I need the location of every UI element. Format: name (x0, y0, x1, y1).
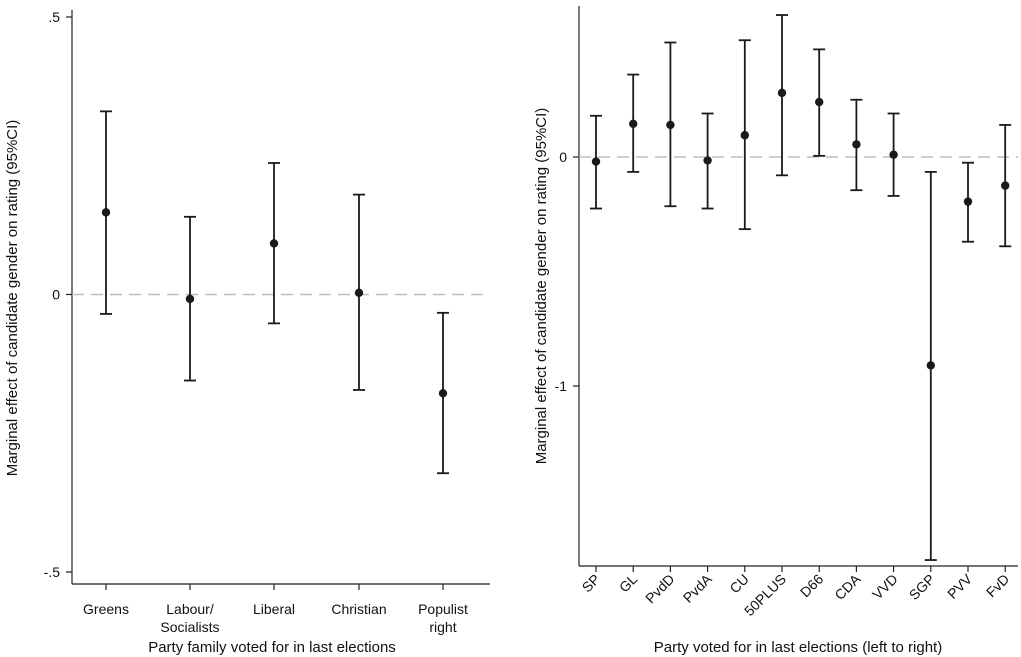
left-estimate-point-0 (101, 208, 111, 217)
right-estimate-point-0 (591, 157, 601, 166)
right-xtick-label-pvv: PVV (944, 570, 976, 602)
right-xtick-label-cda: CDA (831, 570, 864, 603)
left-y-ticks: .5 0 -.5 (44, 9, 72, 580)
right-xtick-label-vvd: VVD (869, 571, 901, 603)
left-xtick-label-populist-line2: right (429, 619, 456, 635)
right-x-axis-title: Party voted for in last elections (left … (654, 639, 942, 656)
left-ytick-label-1: 0 (52, 287, 60, 303)
left-ytick-label-0: .5 (48, 9, 60, 25)
left-estimate-point-4 (438, 389, 448, 398)
left-y-axis-title: Marginal effect of candidate gender on r… (4, 120, 21, 477)
left-xtick-label-populist-line1: Populist (418, 601, 468, 617)
right-estimate-point-9 (926, 361, 935, 370)
right-estimate-point-3 (703, 156, 712, 165)
left-estimate-point-1 (185, 294, 195, 304)
right-ytick-label-0: 0 (559, 149, 567, 165)
right-estimate-point-6 (815, 97, 824, 107)
left-xtick-label-labour-line2: Socialists (160, 619, 219, 635)
left-x-axis-title: Party family voted for in last elections (148, 639, 396, 656)
right-xtick-label-pvdd: PvdD (642, 571, 678, 607)
right-xtick-label-50plus: 50PLUS (741, 571, 789, 619)
right-estimate-point-5 (777, 88, 787, 98)
right-estimate-point-1 (629, 119, 638, 128)
left-estimate-point-3 (354, 288, 364, 298)
left-estimate-point-2 (269, 239, 279, 248)
left-ytick-label-2: -.5 (44, 564, 61, 580)
right-xtick-label-d66: D66 (797, 571, 827, 601)
left-x-ticks (105, 584, 444, 590)
left-xtick-label-liberal: Liberal (253, 601, 295, 617)
right-estimate-point-8 (889, 150, 898, 159)
right-xtick-label-sgp: SGP (906, 571, 938, 603)
right-y-ticks: 0 -1 (555, 149, 579, 394)
right-y-axis-title: Marginal effect of candidate gender on r… (533, 108, 550, 465)
left-x-tick-labels: Greens Labour/ Socialists Liberal Christ… (83, 601, 468, 635)
right-xtick-label-pvda: PvdA (680, 570, 715, 605)
right-xtick-label-gl: GL (616, 571, 641, 596)
right-series (590, 14, 1012, 561)
right-estimate-point-4 (740, 131, 749, 140)
left-xtick-label-labour-line1: Labour/ (166, 601, 214, 617)
right-estimate-point-10 (963, 197, 973, 206)
right-xtick-label-fvd: FvD (983, 571, 1012, 600)
right-xtick-label-cu: CU (726, 571, 752, 597)
left-chart: .5 0 -.5 Greens Labour/ Socialists Liber… (4, 9, 490, 656)
right-estimate-point-2 (666, 120, 675, 130)
left-series (100, 110, 449, 475)
right-xtick-label-sp: SP (579, 571, 604, 596)
right-ytick-label-1: -1 (555, 378, 568, 394)
left-xtick-label-greens: Greens (83, 601, 129, 617)
right-estimate-point-7 (852, 140, 861, 149)
left-xtick-label-christian: Christian (331, 601, 386, 617)
right-estimate-point-11 (1001, 181, 1010, 190)
